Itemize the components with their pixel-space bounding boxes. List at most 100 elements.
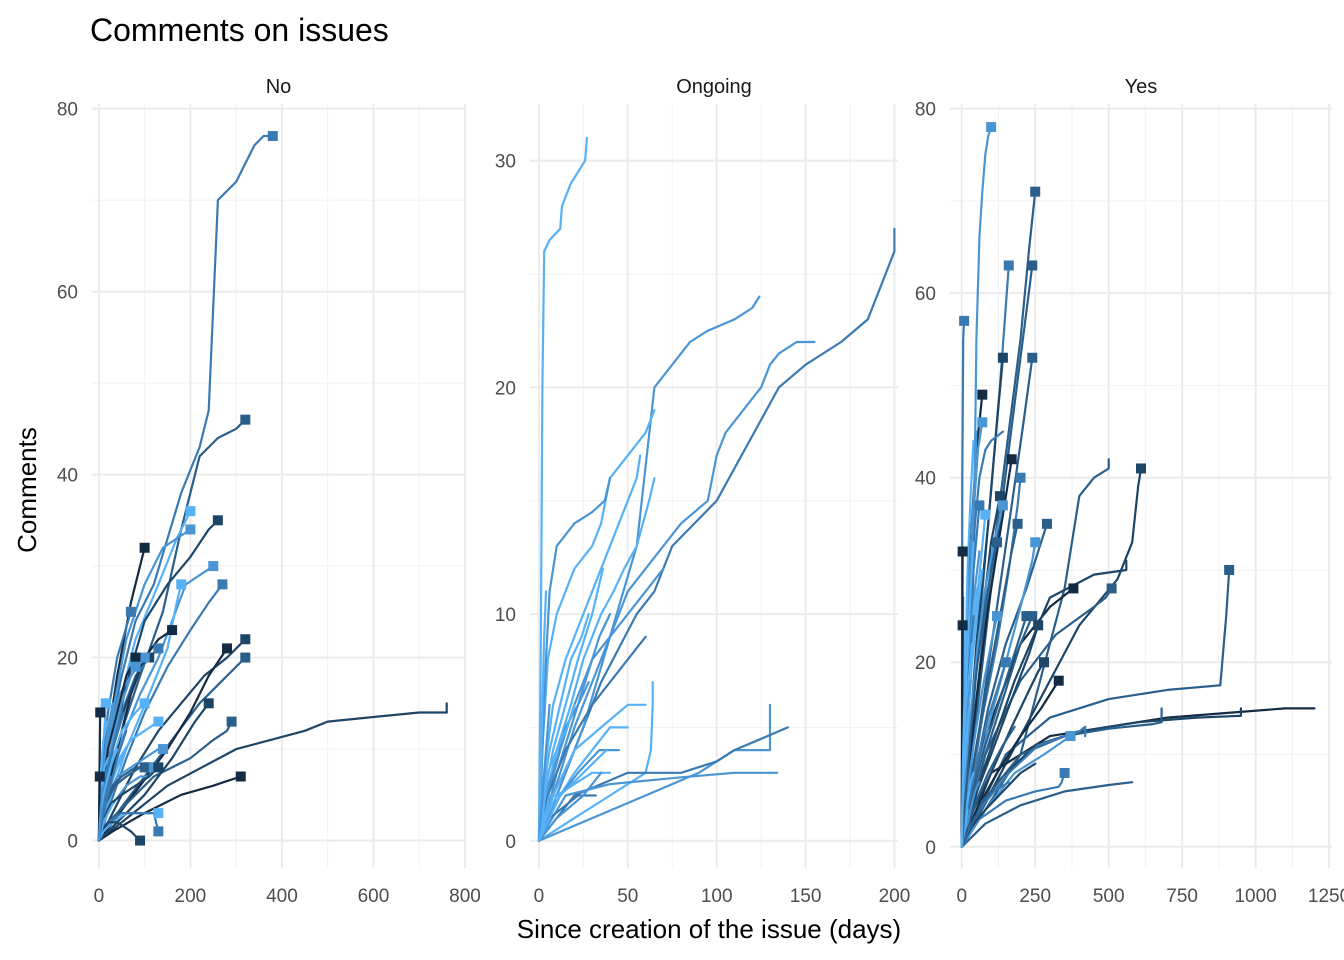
facet-label-no: No: [266, 76, 292, 98]
series-end-marker: [1068, 583, 1079, 594]
y-tick-label: 30: [495, 152, 516, 173]
series-line: [537, 295, 761, 842]
facet-ongoing: Ongoing 0 50 100 150 200 0 10 20 30: [495, 76, 910, 907]
series-end-marker: [153, 762, 164, 773]
series-end-marker: [1041, 518, 1052, 529]
x-tick-label: 0: [534, 886, 545, 907]
series-end-marker: [1027, 611, 1038, 622]
series-line: [537, 635, 647, 842]
series-line: [97, 702, 210, 842]
series-line: [960, 614, 1028, 848]
series-end-marker: [1003, 260, 1014, 271]
y-tick-label: 80: [57, 100, 78, 121]
series-line: [960, 734, 1072, 848]
series-line: [537, 771, 603, 842]
series-line: [537, 227, 896, 842]
x-tick-label: 0: [956, 886, 967, 907]
series-line: [537, 703, 647, 842]
series-end-marker: [240, 414, 251, 425]
x-axis-title: Since creation of the issue (days): [517, 914, 901, 944]
series-end-marker: [235, 771, 246, 782]
x-tick-label: 200: [879, 886, 911, 907]
series-end-marker: [100, 698, 111, 709]
y-tick-label: 20: [495, 378, 516, 399]
series-line: [537, 340, 816, 842]
series-end-marker: [1106, 583, 1117, 594]
series-line: [537, 590, 548, 842]
series-end-marker: [157, 744, 168, 755]
series-line: [960, 762, 1037, 848]
series-end-marker: [94, 771, 105, 782]
x-tick-label: 0: [94, 886, 105, 907]
series-end-marker: [980, 509, 991, 520]
series-line: [960, 541, 975, 848]
x-tick-label: 750: [1166, 886, 1198, 907]
series-end-marker: [959, 315, 970, 326]
facet-label-ongoing: Ongoing: [676, 76, 752, 98]
series-end-marker: [240, 652, 251, 663]
series-end-marker: [95, 707, 106, 718]
series-end-marker: [153, 808, 164, 819]
series-end-marker: [130, 661, 141, 672]
series-line: [97, 134, 274, 842]
facet-label-yes: Yes: [1125, 76, 1158, 98]
series-end-marker: [1033, 620, 1044, 631]
series-line: [960, 707, 1163, 848]
series-end-marker: [1039, 657, 1050, 668]
x-tick-label: 500: [1093, 886, 1125, 907]
series-end-marker: [1006, 454, 1017, 465]
series-end-marker: [185, 524, 196, 535]
x-tick-label: 400: [266, 886, 298, 907]
series-end-marker: [125, 606, 136, 617]
series-end-marker: [977, 389, 988, 400]
series-end-marker: [992, 537, 1003, 548]
series-end-marker: [222, 643, 233, 654]
series-end-marker: [1059, 767, 1070, 778]
series-end-marker: [1030, 537, 1041, 548]
series-end-marker: [997, 500, 1008, 511]
series-line: [537, 477, 656, 842]
series-end-marker: [1000, 657, 1011, 668]
series-line: [97, 729, 128, 842]
series-line: [960, 781, 1134, 848]
y-tick-label: 0: [925, 838, 936, 859]
series-end-marker: [957, 546, 968, 557]
facet-no: No 0 200 400 600 800 0 20 40 60 80: [57, 76, 481, 907]
series-line: [97, 775, 242, 842]
y-axis-title: Comments: [12, 427, 42, 553]
y-tick-label: 20: [57, 649, 78, 670]
y-tick-label: 0: [67, 832, 78, 853]
series-end-marker: [1053, 675, 1064, 686]
series-line: [537, 409, 656, 842]
y-tick-label: 0: [505, 832, 516, 853]
series-end-marker: [217, 579, 228, 590]
series-end-marker: [1027, 352, 1038, 363]
series-line: [960, 790, 993, 848]
series-end-marker: [139, 698, 150, 709]
series-end-marker: [167, 625, 178, 636]
x-tick-label: 100: [701, 886, 733, 907]
series-line: [97, 702, 448, 842]
series-end-marker: [1015, 472, 1026, 483]
series-end-marker: [139, 652, 150, 663]
y-tick-label: 60: [57, 283, 78, 304]
series-line: [537, 454, 642, 842]
y-tick-label: 20: [915, 653, 936, 674]
series-end-marker: [185, 506, 196, 517]
y-tick-label: 60: [915, 284, 936, 305]
series-line: [537, 703, 551, 842]
series-end-marker: [1012, 518, 1023, 529]
series-line: [97, 784, 104, 842]
series-line: [97, 583, 224, 842]
series-line: [960, 541, 999, 848]
series-line: [537, 748, 621, 842]
series-line: [537, 771, 779, 842]
series-end-marker: [992, 611, 1003, 622]
series-end-marker: [240, 634, 251, 645]
x-tick-label: 1000: [1234, 886, 1276, 907]
series-line: [97, 638, 247, 842]
series-end-marker: [986, 122, 997, 133]
series-end-marker: [1065, 731, 1076, 742]
series-end-marker: [226, 716, 237, 727]
y-tick-label: 40: [57, 466, 78, 487]
